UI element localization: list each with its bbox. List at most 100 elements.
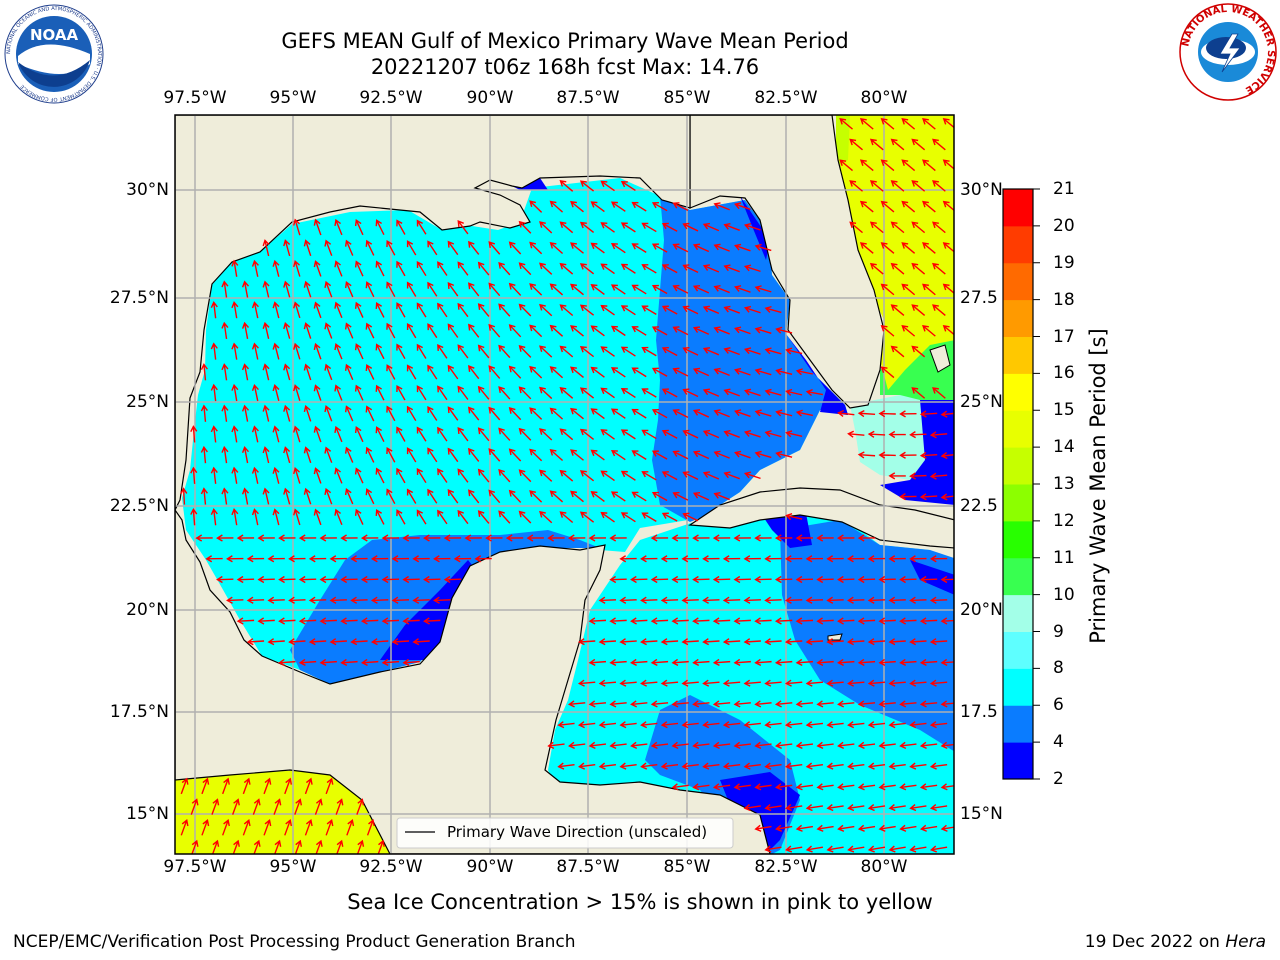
wave-direction-arrow xyxy=(579,428,595,440)
wave-direction-arrow xyxy=(190,798,199,815)
wave-direction-arrow xyxy=(600,470,615,482)
wave-direction-arrow xyxy=(878,783,896,791)
wave-direction-arrow xyxy=(722,555,741,563)
wave-direction-arrow xyxy=(257,575,275,584)
wave-direction-arrow xyxy=(764,804,782,812)
wave-direction-arrow xyxy=(447,282,459,297)
wave-direction-arrow xyxy=(570,407,584,420)
wave-direction-arrow xyxy=(682,471,699,480)
wave-direction-arrow xyxy=(437,302,448,318)
wave-direction-arrow xyxy=(785,513,803,521)
wave-direction-arrow xyxy=(743,555,761,563)
wave-direction-arrow xyxy=(588,658,607,667)
wave-direction-arrow xyxy=(200,487,208,505)
wave-direction-arrow xyxy=(909,555,927,563)
wave-direction-arrow xyxy=(334,508,343,525)
wave-direction-arrow xyxy=(826,762,844,770)
wave-direction-arrow xyxy=(805,679,824,687)
wave-direction-arrow xyxy=(375,301,385,318)
wave-direction-arrow xyxy=(859,159,874,172)
wave-direction-arrow xyxy=(640,679,658,687)
wave-direction-arrow xyxy=(263,819,272,836)
wave-direction-arrow xyxy=(692,243,710,253)
wave-direction-arrow xyxy=(640,721,658,729)
wave-direction-arrow xyxy=(826,638,844,646)
wave-direction-arrow xyxy=(660,721,679,729)
wave-direction-arrow xyxy=(929,472,948,480)
wave-direction-arrow xyxy=(784,596,803,604)
lon-tick-label-bottom: 97.5°W xyxy=(163,857,227,877)
wave-direction-arrow xyxy=(733,741,751,749)
wave-direction-arrow xyxy=(416,467,427,484)
wave-direction-arrow xyxy=(396,343,406,360)
wave-direction-arrow xyxy=(857,617,876,625)
pacific-region-14-15s xyxy=(175,770,398,854)
wave-direction-arrow xyxy=(231,466,239,484)
wave-direction-arrow xyxy=(578,762,596,770)
wave-direction-arrow xyxy=(681,721,699,729)
wave-direction-arrow xyxy=(221,404,229,422)
wave-direction-arrow xyxy=(226,555,244,563)
wave-direction-arrow xyxy=(241,321,250,339)
lat-tick-label-right: 15°N xyxy=(960,804,1003,824)
wave-direction-arrow xyxy=(682,347,699,356)
wave-direction-arrow xyxy=(672,409,689,419)
wave-direction-arrow xyxy=(201,777,210,795)
wave-direction-arrow xyxy=(682,388,699,398)
wave-direction-arrow xyxy=(692,450,710,460)
wave-direction-arrow xyxy=(381,658,400,667)
lon-tick-label-top: 82.5°W xyxy=(754,88,818,108)
wave-direction-arrow xyxy=(940,493,954,501)
wave-direction-arrow xyxy=(901,283,916,296)
wave-direction-arrow xyxy=(754,450,772,459)
wave-direction-arrow xyxy=(262,404,270,422)
wave-direction-arrow xyxy=(210,301,218,319)
lat-tick-label-left: 17.5°N xyxy=(109,702,169,722)
wave-direction-arrow xyxy=(231,383,239,402)
wave-direction-arrow xyxy=(609,741,627,749)
wave-direction-arrow xyxy=(570,449,584,461)
nws-logo-icon: NATIONAL WEATHER SERVICE xyxy=(1179,3,1277,101)
wave-direction-arrow xyxy=(488,406,501,421)
wave-direction-arrow xyxy=(805,762,824,770)
wave-direction-arrow xyxy=(722,721,741,729)
wave-direction-arrow xyxy=(241,280,250,298)
wave-direction-arrow xyxy=(508,406,522,421)
wave-direction-arrow xyxy=(620,512,636,523)
wave-direction-arrow xyxy=(598,721,617,729)
wave-direction-arrow xyxy=(692,700,710,708)
wave-direction-arrow xyxy=(303,487,312,505)
wave-direction-arrow xyxy=(246,638,265,646)
wave-direction-arrow xyxy=(559,511,574,524)
wave-direction-arrow xyxy=(713,367,730,376)
wave-direction-arrow xyxy=(702,388,720,397)
wave-direction-arrow xyxy=(210,508,218,526)
wave-direction-arrow xyxy=(734,243,751,252)
colorbar xyxy=(1003,188,1040,780)
wave-direction-arrow xyxy=(443,575,462,584)
wave-direction-arrow xyxy=(365,488,375,505)
wave-direction-arrow xyxy=(764,430,782,438)
wave-direction-arrow xyxy=(880,366,895,379)
wave-direction-arrow xyxy=(743,388,761,397)
wave-direction-arrow xyxy=(600,511,615,523)
wave-direction-arrow xyxy=(273,798,282,815)
wave-direction-arrow xyxy=(579,180,595,192)
wave-direction-arrow xyxy=(529,407,543,420)
wave-direction-arrow xyxy=(660,596,679,604)
wave-direction-arrow xyxy=(508,365,522,379)
lon-tick-label-top: 95°W xyxy=(269,88,317,108)
wave-direction-arrow xyxy=(272,259,280,277)
wave-direction-arrow xyxy=(878,451,896,459)
wave-direction-arrow xyxy=(457,302,469,318)
wave-direction-arrow xyxy=(785,430,803,438)
wave-direction-arrow xyxy=(849,138,863,151)
wave-direction-arrow xyxy=(922,117,936,130)
wave-direction-arrow xyxy=(932,304,946,316)
wave-direction-arrow xyxy=(940,824,954,832)
wave-direction-arrow xyxy=(231,342,239,360)
wave-direction-arrow xyxy=(180,819,189,836)
wave-direction-arrow xyxy=(764,638,782,646)
wave-direction-arrow xyxy=(386,364,396,380)
windward-passage-2-4s xyxy=(910,560,954,595)
